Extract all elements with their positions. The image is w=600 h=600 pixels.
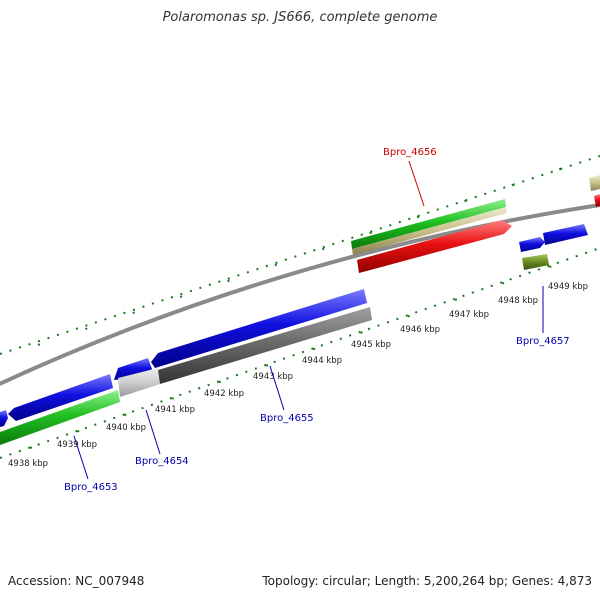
gene-label-bpro-4657[interactable]: Bpro_4657 bbox=[516, 336, 570, 347]
scale-label: 4949 kbp bbox=[548, 282, 588, 292]
scale-label: 4942 kbp bbox=[204, 389, 244, 399]
gene-labels: Bpro_4656 Bpro_4657 Bpro_4655 Bpro_4654 … bbox=[64, 147, 570, 493]
outer-tick-ring bbox=[0, 155, 600, 355]
gene-label-bpro-4654[interactable]: Bpro_4654 bbox=[135, 456, 189, 467]
blue-cds-4655 bbox=[151, 289, 367, 368]
darkgray-feature-lower bbox=[158, 307, 372, 384]
scale-label: 4948 kbp bbox=[498, 296, 538, 306]
scale-label: 4945 kbp bbox=[351, 340, 391, 350]
blue-cds-4657a bbox=[519, 237, 545, 252]
scale-label: 4938 kbp bbox=[8, 459, 48, 469]
accession-text: Accession: NC_007948 bbox=[8, 574, 145, 588]
backbone-line bbox=[0, 203, 600, 386]
gene-label-bpro-4656[interactable]: Bpro_4656 bbox=[383, 147, 437, 158]
inner-tick-ring bbox=[0, 247, 600, 459]
scale-label: 4947 kbp bbox=[449, 310, 489, 320]
gene-label-bpro-4655[interactable]: Bpro_4655 bbox=[260, 413, 314, 424]
gene-leader-lines bbox=[73, 160, 544, 480]
tan-feature-upper bbox=[352, 207, 507, 255]
olive-feature-4657 bbox=[522, 254, 549, 270]
upper-track bbox=[351, 175, 600, 273]
genome-summary-text: Topology: circular; Length: 5,200,264 bp… bbox=[262, 574, 592, 588]
leader-bpro-4656 bbox=[408, 160, 425, 207]
scale-label: 4944 kbp bbox=[302, 356, 342, 366]
map-title: Polaromonas sp. JS666, complete genome bbox=[162, 10, 438, 25]
leader-bpro-4654 bbox=[145, 409, 161, 455]
green-feature-upper bbox=[351, 199, 506, 249]
blue-cds-4653 bbox=[8, 374, 113, 421]
scale-label: 4946 kbp bbox=[400, 325, 440, 335]
green-feature-lower bbox=[0, 390, 120, 445]
red-cds-bpro-4656 bbox=[357, 220, 512, 273]
inner-minor-ticks bbox=[0, 247, 600, 459]
blue-cds-4657b bbox=[543, 224, 588, 245]
scale-label: 4940 kbp bbox=[106, 423, 146, 433]
outer-minor-ticks bbox=[0, 155, 600, 355]
leader-bpro-4655 bbox=[269, 365, 285, 411]
red-cds-edge bbox=[594, 194, 600, 207]
gene-label-bpro-4653[interactable]: Bpro_4653 bbox=[64, 482, 118, 493]
blue-cds-left-edge bbox=[0, 410, 8, 427]
lightgray-feature-lower bbox=[118, 368, 160, 397]
tan-feature-edge bbox=[589, 175, 600, 191]
lower-track bbox=[0, 289, 372, 445]
scale-label: 4941 kbp bbox=[155, 405, 195, 415]
leader-bpro-4653 bbox=[73, 435, 89, 480]
